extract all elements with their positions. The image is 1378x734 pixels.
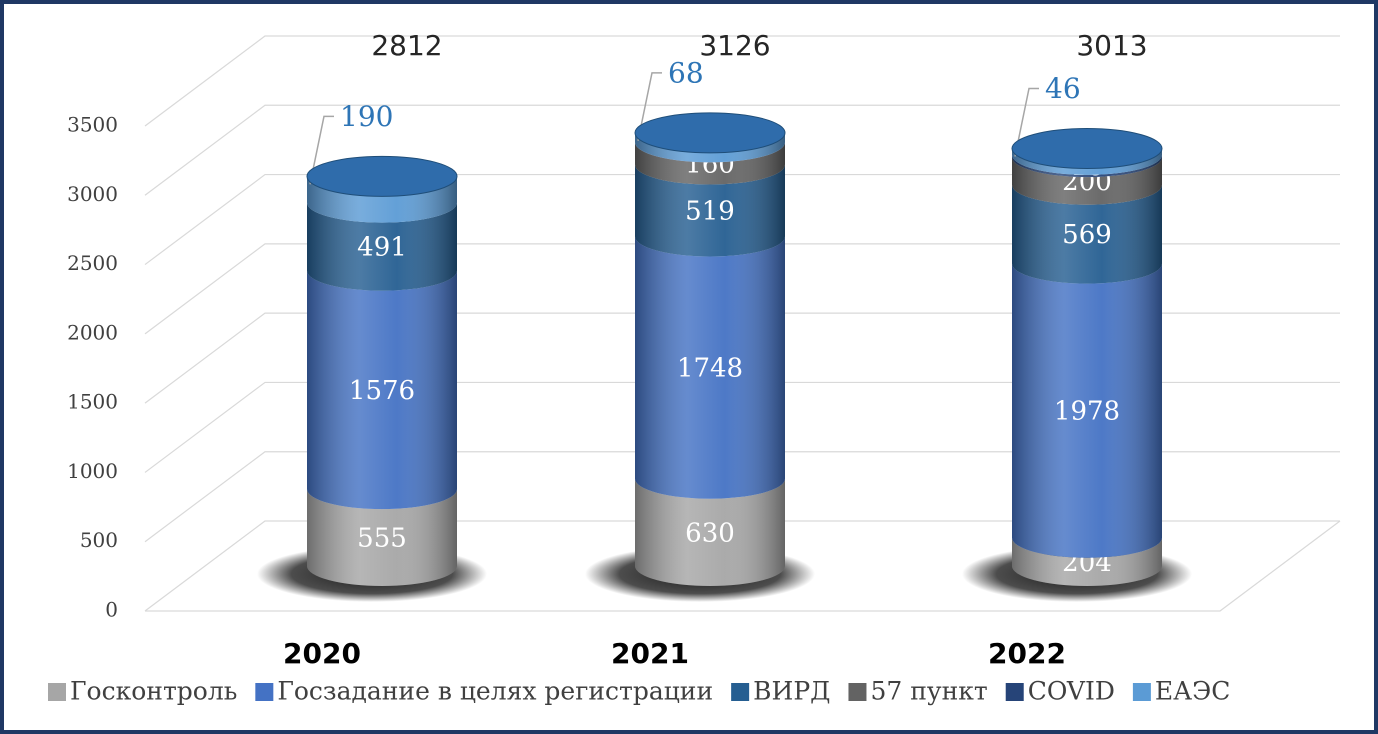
callout-line bbox=[637, 72, 662, 141]
segment-shading bbox=[307, 270, 457, 510]
x-tick-label: 2022 bbox=[988, 637, 1066, 670]
segment-shading bbox=[1012, 184, 1162, 284]
grid-line bbox=[144, 520, 1340, 612]
legend-label: ВИРД bbox=[753, 677, 830, 706]
data-label: 555 bbox=[357, 524, 407, 554]
grid-line bbox=[144, 243, 1340, 335]
legend-label: 57 пункт bbox=[870, 677, 987, 706]
total-label: 2812 bbox=[371, 29, 442, 62]
total-label: 3013 bbox=[1076, 29, 1147, 62]
legend-swatch bbox=[731, 683, 750, 701]
data-label: 569 bbox=[1062, 220, 1112, 250]
y-tick-label: 3000 bbox=[67, 182, 118, 206]
floor-edge bbox=[145, 520, 1341, 612]
legend-label: Госконтроль bbox=[70, 677, 237, 706]
grid-line bbox=[144, 381, 1340, 473]
y-tick-label: 0 bbox=[105, 598, 118, 622]
x-tick-label: 2020 bbox=[283, 637, 361, 670]
legend-label: ЕАЭС bbox=[1155, 677, 1230, 706]
data-label: 630 bbox=[685, 518, 735, 548]
x-tick-label: 2021 bbox=[611, 637, 689, 670]
segment-shading bbox=[307, 489, 457, 586]
y-tick-label: 3500 bbox=[67, 113, 118, 137]
data-label: 1978 bbox=[1054, 397, 1120, 427]
segment-shading bbox=[635, 142, 786, 185]
grid-line bbox=[144, 312, 1340, 404]
segment-shading bbox=[635, 236, 786, 499]
grid-line bbox=[144, 173, 1340, 266]
cylinder-top bbox=[1011, 127, 1163, 169]
callout-line bbox=[1014, 87, 1039, 157]
segment-shading bbox=[1012, 537, 1162, 586]
grid-line bbox=[144, 451, 1340, 543]
segment-shading bbox=[635, 132, 786, 163]
total-label: 3126 bbox=[699, 29, 770, 62]
callout-line bbox=[309, 115, 334, 185]
legend-swatch bbox=[1132, 683, 1151, 701]
data-label: 1576 bbox=[349, 376, 415, 406]
segment-shading bbox=[635, 164, 786, 257]
data-label: 519 bbox=[685, 197, 735, 227]
segment-shading bbox=[1012, 148, 1162, 175]
y-tick-label: 2500 bbox=[67, 251, 118, 275]
legend-swatch bbox=[848, 683, 867, 701]
segment-shading bbox=[1012, 157, 1162, 205]
cylinder-top bbox=[634, 112, 786, 154]
legend-label: Госзадание в целях регистрации bbox=[277, 677, 713, 706]
y-tick-label: 1500 bbox=[67, 390, 118, 414]
data-label: 1748 bbox=[677, 354, 743, 384]
legend-label: COVID bbox=[1028, 677, 1115, 706]
segment-shading bbox=[307, 202, 457, 291]
segment-shading bbox=[1012, 263, 1162, 558]
y-tick-label: 500 bbox=[80, 528, 118, 552]
legend-swatch bbox=[1005, 683, 1024, 701]
grid-line bbox=[144, 104, 1340, 196]
segment-shading bbox=[307, 176, 457, 223]
y-tick-label: 2000 bbox=[67, 320, 118, 344]
legend-swatch bbox=[255, 683, 274, 701]
cylinder-top bbox=[306, 155, 458, 197]
y-tick-label: 1000 bbox=[67, 459, 118, 483]
data-label: 46 bbox=[1045, 72, 1081, 105]
data-label: 68 bbox=[668, 56, 704, 89]
data-label: 190 bbox=[340, 100, 393, 133]
grid-line bbox=[144, 35, 1340, 127]
data-label: 491 bbox=[357, 233, 407, 263]
legend-swatch bbox=[48, 683, 66, 701]
segment-shading bbox=[635, 478, 786, 586]
